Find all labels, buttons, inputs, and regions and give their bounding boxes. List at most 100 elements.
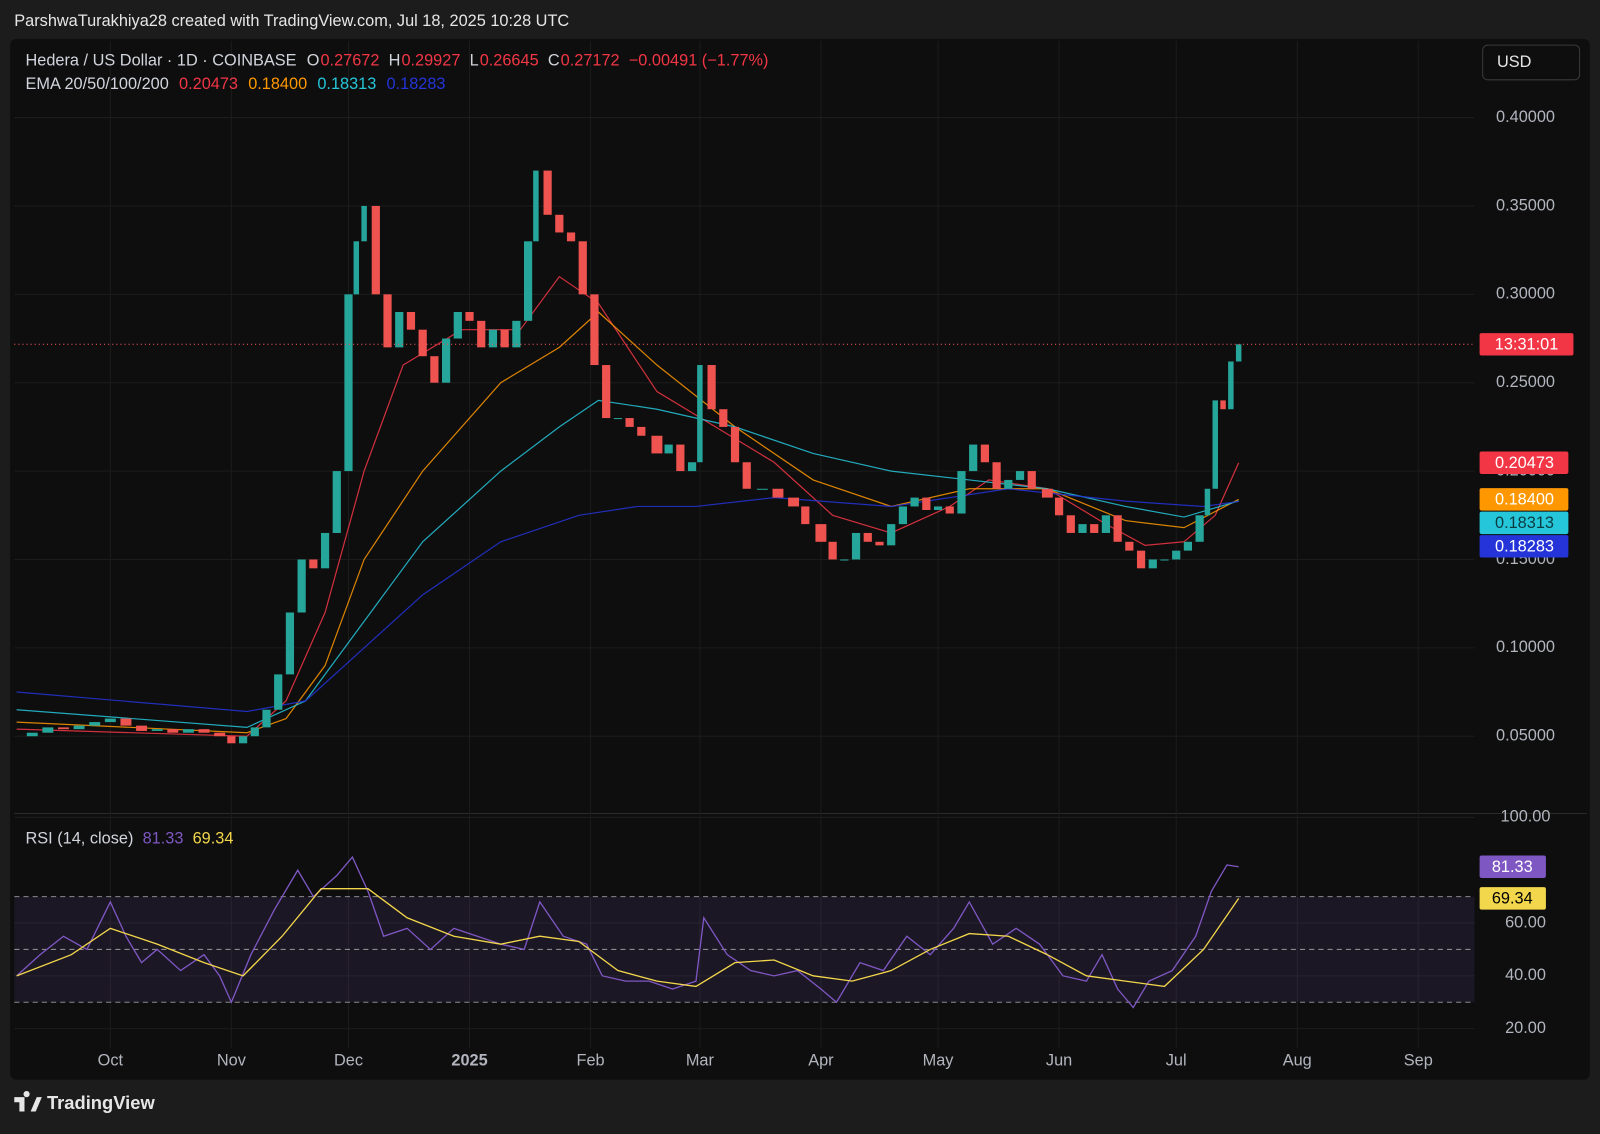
candle: [465, 312, 474, 321]
candle: [182, 729, 194, 733]
rsi-tag: [1479, 887, 1546, 910]
x-tick-label: Nov: [217, 1052, 247, 1070]
candle: [613, 418, 622, 420]
candle: [625, 418, 634, 427]
y-tick-label: 40.00: [1505, 966, 1546, 984]
candle: [26, 732, 38, 737]
candle: [1004, 479, 1013, 489]
candle: [566, 232, 576, 242]
candle: [875, 541, 884, 546]
candle: [198, 729, 210, 733]
legend-text: L: [470, 52, 479, 70]
ema-tag: [1479, 535, 1569, 558]
candle: [104, 718, 116, 723]
legend-text: 0.26645: [480, 52, 539, 70]
candle: [523, 241, 533, 321]
y-tick-label: 0.05000: [1496, 727, 1555, 745]
candle: [442, 338, 451, 383]
candle: [1160, 559, 1169, 561]
ema-tag: [1479, 511, 1569, 535]
brand-logo-mark: [14, 1091, 42, 1112]
candle: [1172, 550, 1181, 560]
candle: [1101, 515, 1111, 533]
x-tick-label: Mar: [686, 1052, 715, 1070]
candle: [687, 462, 697, 472]
candle: [418, 329, 427, 357]
y-tick-label: 0.35000: [1496, 196, 1555, 214]
brand-logo: [14, 1091, 42, 1112]
candle: [898, 506, 908, 525]
candle: [1235, 344, 1242, 362]
candle: [863, 532, 872, 542]
currency-button-label[interactable]: USD: [1497, 53, 1531, 71]
rsi-tag: [1479, 855, 1546, 878]
candle: [801, 506, 810, 525]
candle: [992, 462, 1001, 489]
y-tick-label: 0.40000: [1496, 108, 1555, 126]
candle: [533, 170, 539, 242]
candle: [1212, 400, 1218, 489]
ema-line: [16, 488, 1239, 713]
candle: [788, 497, 800, 507]
legend-text: 0.27172: [561, 52, 620, 70]
legend-text: H: [389, 52, 401, 70]
candle: [151, 729, 163, 731]
candle: [453, 312, 462, 339]
candle: [590, 294, 599, 366]
candle: [697, 365, 703, 463]
candle: [851, 532, 861, 560]
x-tick-label: Jul: [1166, 1052, 1187, 1070]
candle: [1027, 471, 1036, 489]
y-tick-label: 0.25000: [1496, 373, 1555, 391]
currency-button-frame[interactable]: [1482, 44, 1581, 81]
candle: [1195, 515, 1204, 542]
candle: [1066, 515, 1075, 533]
candle: [1183, 541, 1193, 551]
rsi-line: [16, 888, 1240, 988]
candle: [238, 736, 248, 744]
candle: [250, 727, 259, 737]
candle: [136, 725, 148, 731]
candle: [543, 170, 552, 215]
candle: [555, 214, 564, 233]
currency-button[interactable]: USD: [1482, 44, 1581, 81]
legend-text: 0.18313: [317, 75, 376, 93]
candle: [1078, 524, 1087, 533]
candle: [910, 497, 919, 507]
grid: [14, 41, 1475, 1049]
candle: [922, 497, 931, 510]
legend-text: 0.20473: [179, 75, 238, 93]
candle: [120, 718, 132, 726]
candle: [957, 471, 966, 514]
candle: [297, 559, 306, 613]
x-tick-label: 2025: [451, 1052, 487, 1070]
ema-tag-label: 0.20473: [1495, 454, 1554, 472]
legend-text: −0.00491 (−1.77%): [629, 52, 769, 70]
x-tick-label: Aug: [1283, 1052, 1312, 1070]
candle: [742, 462, 751, 489]
y-tick-label: 0.30000: [1496, 285, 1555, 303]
legend-text: 81.33: [143, 829, 184, 847]
x-tick-label: Oct: [98, 1052, 124, 1070]
candle: [214, 732, 226, 737]
legend-text: 0.18400: [248, 75, 307, 93]
candle: [371, 205, 380, 295]
ema-line: [16, 399, 1239, 729]
candle: [320, 532, 330, 569]
candle: [353, 241, 360, 295]
candle: [1054, 497, 1064, 516]
legend-text: EMA 20/50/100/200: [26, 75, 169, 93]
x-tick-label: Jun: [1046, 1052, 1072, 1070]
x-tick-label: Sep: [1404, 1052, 1433, 1070]
candle: [651, 435, 663, 454]
candle: [1090, 524, 1099, 533]
x-tick-label: May: [923, 1052, 955, 1070]
candle: [1220, 400, 1226, 410]
candle: [406, 312, 416, 330]
candle: [500, 329, 509, 348]
legend-text: C: [548, 52, 560, 70]
candle: [42, 727, 54, 733]
candle: [488, 329, 498, 348]
legend-text: 69.34: [193, 829, 234, 847]
